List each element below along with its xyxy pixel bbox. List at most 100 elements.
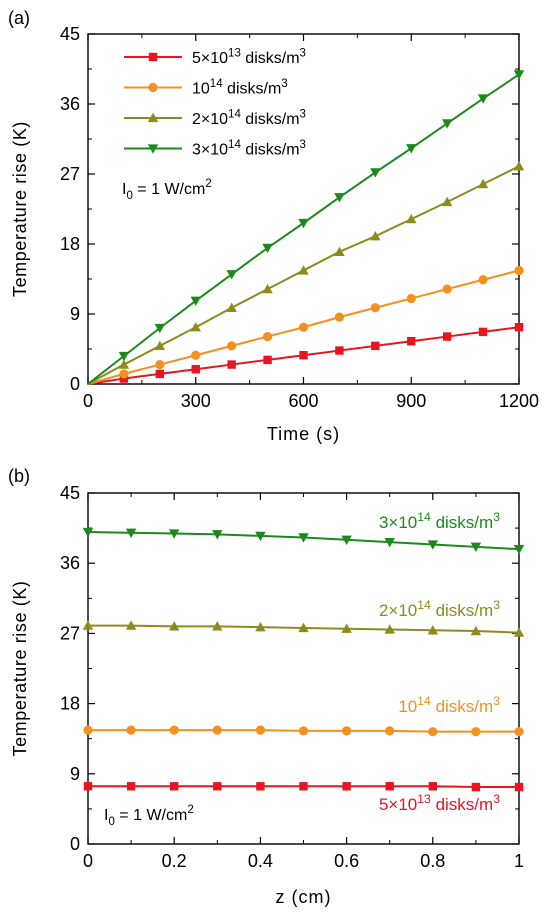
data-point xyxy=(370,168,381,178)
data-point xyxy=(370,231,381,241)
data-point xyxy=(255,621,266,632)
data-point xyxy=(477,178,489,189)
legend-label: 3×1014 disks/m3 xyxy=(192,139,306,159)
x-tick-label: 300 xyxy=(181,391,211,411)
data-point xyxy=(470,542,482,553)
data-point xyxy=(371,341,380,351)
y-axis-label: Temperature rise (K) xyxy=(10,121,30,297)
y-tick-label: 0 xyxy=(70,374,80,394)
series-2 xyxy=(87,161,525,385)
data-point xyxy=(478,275,488,285)
data-point xyxy=(169,529,180,539)
legend-item: 5×1013 disks/m3 xyxy=(124,47,306,67)
x-tick-label: 0 xyxy=(83,391,93,411)
data-point xyxy=(226,302,237,312)
data-point xyxy=(478,327,488,337)
y-tick-label: 36 xyxy=(60,553,80,573)
data-point xyxy=(262,243,273,254)
data-point xyxy=(427,625,438,635)
series-1 xyxy=(82,620,525,637)
data-point xyxy=(342,782,351,791)
data-point xyxy=(513,627,525,637)
x-tick-label: 0.6 xyxy=(334,851,359,871)
series-2 xyxy=(83,725,524,737)
series-label: 5×1013 disks/m3 xyxy=(379,792,500,814)
legend-item: 3×1014 disks/m3 xyxy=(124,139,306,159)
legend-label: 5×1013 disks/m3 xyxy=(192,47,306,67)
x-tick-label: 1200 xyxy=(499,391,539,411)
data-point xyxy=(119,369,129,379)
x-tick-label: 0.2 xyxy=(162,851,187,871)
data-point xyxy=(83,725,93,735)
series-label: 1014 disks/m3 xyxy=(398,694,500,716)
legend-item: 2×1014 disks/m3 xyxy=(124,108,306,128)
data-point xyxy=(227,360,236,369)
y-tick-label: 18 xyxy=(60,694,80,714)
data-point xyxy=(262,331,273,342)
data-point xyxy=(406,144,417,154)
data-point xyxy=(82,620,94,630)
x-axis-label: z (cm) xyxy=(276,887,332,907)
x-tick-label: 0.4 xyxy=(248,851,273,871)
panel-label: (b) xyxy=(8,466,30,486)
panel-a: (a) 0 9 18 27 36 45 0 300 600 900 1200 Time (s) Tempe… xyxy=(8,8,539,444)
data-point xyxy=(341,623,352,633)
data-point xyxy=(82,527,94,538)
legend-marker xyxy=(148,82,158,93)
data-point xyxy=(406,293,416,304)
data-point xyxy=(190,296,201,306)
data-point xyxy=(255,531,266,542)
x-axis-label: Time (s) xyxy=(267,424,340,444)
series-3 xyxy=(83,782,524,792)
data-point xyxy=(262,283,273,294)
data-point xyxy=(154,323,166,334)
data-point xyxy=(118,351,130,362)
panel-b: (b) 0 9 18 27 36 45 0 0.2 0.4 0.6 0.8 1 z (cm) Tempera… xyxy=(8,466,525,907)
series-3 xyxy=(87,70,525,385)
data-point xyxy=(442,332,452,341)
data-point xyxy=(442,284,452,294)
legend-item: 1014 disks/m3 xyxy=(124,78,288,98)
data-point xyxy=(126,782,136,791)
panel-label: (a) xyxy=(8,8,30,28)
data-point xyxy=(226,270,237,280)
data-point xyxy=(384,537,395,548)
data-point xyxy=(477,94,489,104)
data-point xyxy=(334,246,345,256)
data-point xyxy=(125,528,137,538)
data-point xyxy=(514,265,524,276)
series-0 xyxy=(82,527,525,555)
data-point xyxy=(471,727,481,737)
legend-marker xyxy=(147,144,159,154)
legend-marker xyxy=(148,52,158,62)
data-point xyxy=(385,782,394,791)
data-point xyxy=(212,621,223,631)
y-tick-label: 36 xyxy=(60,94,80,114)
series-0 xyxy=(87,323,524,385)
data-point xyxy=(341,535,352,545)
data-point xyxy=(227,341,237,351)
series-1 xyxy=(87,265,524,385)
data-point xyxy=(255,725,265,735)
data-point xyxy=(385,726,395,736)
y-tick-label: 9 xyxy=(70,764,80,784)
y-tick-label: 27 xyxy=(60,164,80,184)
data-point xyxy=(263,355,272,365)
x-tick-label: 0 xyxy=(83,851,93,871)
data-point xyxy=(407,337,416,346)
legend-label: 1014 disks/m3 xyxy=(192,78,288,98)
legend-label: 2×1014 disks/m3 xyxy=(192,108,306,128)
y-tick-label: 18 xyxy=(60,234,80,254)
data-point xyxy=(155,359,165,370)
data-point xyxy=(125,620,137,630)
data-point xyxy=(155,369,165,379)
data-point xyxy=(513,545,525,555)
data-point xyxy=(298,622,309,633)
legend: 5×1013 disks/m3 1014 disks/m3 2×1014 disks… xyxy=(124,47,306,159)
data-point xyxy=(169,725,179,735)
data-point xyxy=(298,322,309,332)
data-point xyxy=(170,782,179,791)
data-point xyxy=(190,322,201,332)
data-point xyxy=(213,782,222,791)
